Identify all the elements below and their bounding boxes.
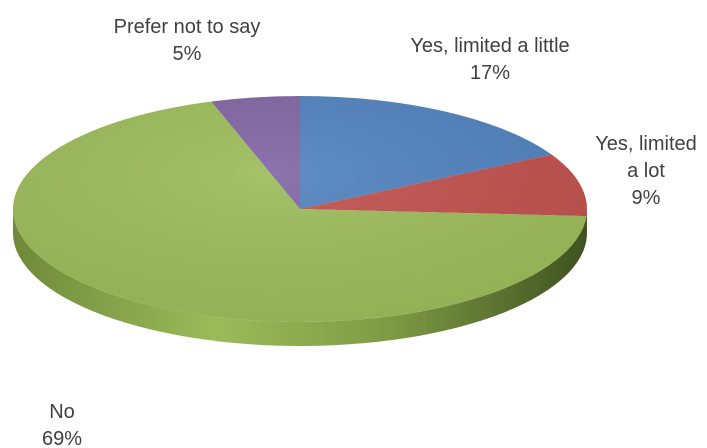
- pie-slices: [12, 96, 587, 322]
- pie-sides: [13, 209, 587, 346]
- slice-no-label: No 69%: [42, 401, 82, 448]
- pie-top-shading: [13, 96, 587, 322]
- slice-yes-limited-a-lot-side: [586, 209, 587, 241]
- slice-no-side: [13, 209, 587, 346]
- slice-yes-limited-a-lot-label: Yes, limited a lot 9%: [595, 133, 697, 209]
- pie-labels: Yes, limited a little 17% Yes, limited a lo…: [42, 16, 697, 448]
- slice-prefer-not-to-say-label: Prefer not to say 5%: [114, 16, 261, 65]
- slice-yes-limited-a-little-label: Yes, limited a little 17%: [410, 35, 569, 84]
